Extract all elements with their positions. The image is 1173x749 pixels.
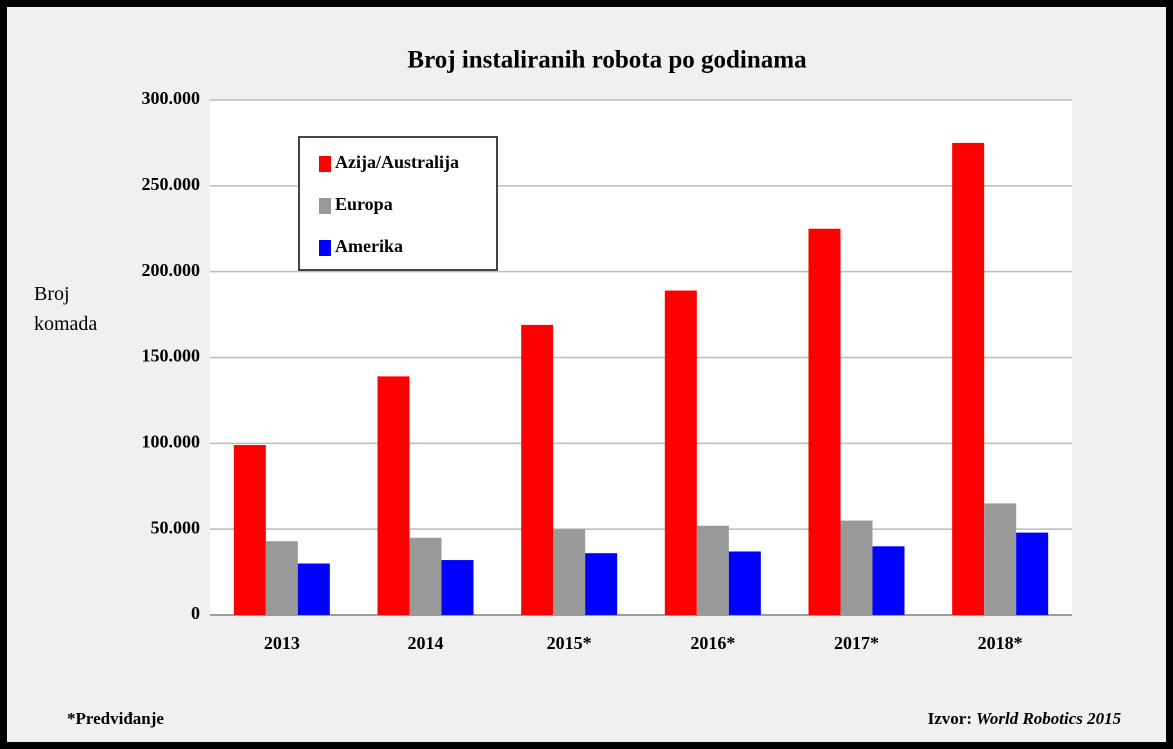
legend-label: Amerika — [335, 236, 403, 256]
legend-label: Azija/Australija — [335, 152, 459, 172]
bar — [664, 290, 697, 615]
chart: Broj instaliranih robota po godinama *Pr… — [67, 47, 1122, 728]
x-tick-label: 2013 — [264, 633, 300, 653]
y-axis-label: Broj komada — [34, 283, 98, 335]
source-label: Izvor: — [928, 709, 972, 728]
bar — [840, 520, 873, 615]
bar — [728, 551, 761, 615]
bar — [265, 541, 298, 615]
bar — [872, 546, 905, 615]
bar — [409, 537, 442, 615]
bar — [377, 376, 410, 615]
bar — [696, 525, 729, 615]
bar — [553, 529, 586, 615]
bar — [297, 563, 330, 615]
bar — [984, 503, 1017, 615]
y-tick-label: 0 — [191, 603, 200, 623]
chart-title: Broj instaliranih robota po godinama — [407, 47, 807, 74]
footnote: *Predviđanje — [67, 709, 164, 728]
x-tick-label: 2014 — [408, 633, 444, 653]
x-tick-label: 2015* — [547, 633, 592, 653]
bar — [952, 142, 985, 615]
bar — [521, 324, 554, 615]
bar — [441, 560, 474, 615]
bar — [1016, 532, 1049, 615]
y-tick-label: 250.000 — [142, 174, 201, 194]
legend-box — [298, 136, 498, 271]
y-tick-label: 100.000 — [142, 431, 201, 451]
y-tick-label: 200.000 — [142, 260, 201, 280]
legend-swatch — [319, 240, 331, 256]
x-tick-label: 2018* — [978, 633, 1023, 653]
bar — [585, 553, 618, 615]
x-tick-label: 2017* — [834, 633, 879, 653]
source: World Robotics 2015 — [976, 709, 1122, 728]
y-tick-label: 50.000 — [151, 517, 201, 537]
bar — [808, 228, 841, 615]
x-tick-label: 2016* — [690, 633, 735, 653]
legend-swatch — [319, 156, 331, 172]
legend-swatch — [319, 198, 331, 214]
y-tick-label: 300.000 — [142, 88, 201, 108]
bar — [233, 445, 266, 615]
legend-label: Europa — [335, 194, 393, 214]
y-tick-label: 150.000 — [142, 346, 201, 366]
